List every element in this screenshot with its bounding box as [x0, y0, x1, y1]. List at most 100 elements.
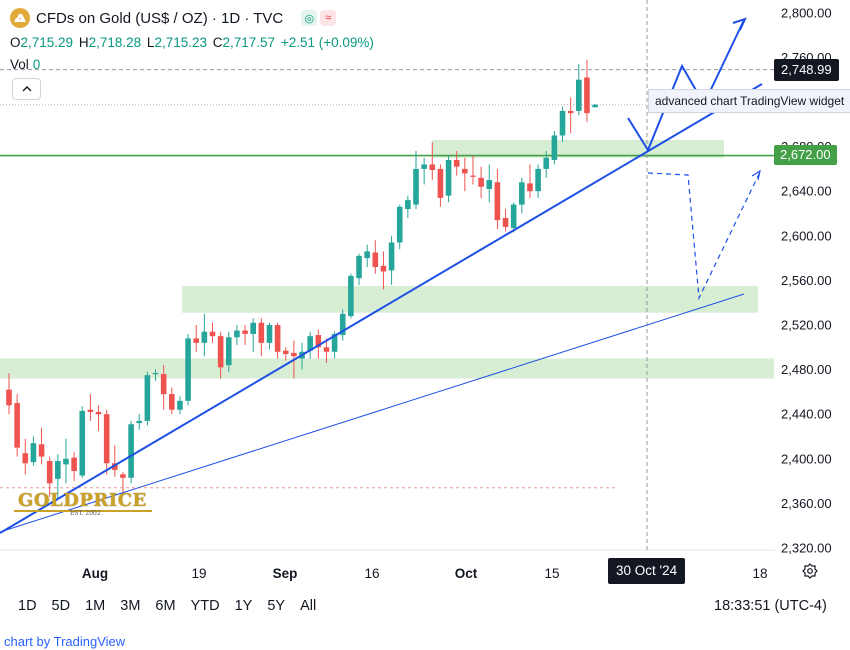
candle-19[interactable]	[160, 365, 167, 410]
range-button-1d[interactable]: 1D	[18, 598, 37, 614]
candle-56[interactable]	[462, 157, 468, 192]
candle-41[interactable]	[339, 309, 346, 341]
candle-67[interactable]	[551, 130, 558, 165]
candle-1[interactable]	[14, 394, 20, 457]
candle-62[interactable]	[510, 202, 517, 233]
range-button-all[interactable]: All	[300, 598, 317, 614]
candle-33[interactable]	[274, 322, 281, 359]
candle-43[interactable]	[356, 253, 362, 285]
candle-59[interactable]	[486, 164, 493, 203]
candle-72[interactable]	[592, 103, 598, 108]
candle-22[interactable]	[185, 333, 191, 406]
candle-39[interactable]	[323, 338, 330, 363]
candle-44[interactable]	[364, 244, 370, 268]
candle-50[interactable]	[413, 151, 419, 210]
candle-57[interactable]	[470, 155, 476, 185]
candle-21[interactable]	[177, 396, 183, 415]
candle-60[interactable]	[494, 168, 501, 230]
symbol-title[interactable]: CFDs on Gold (US$ / OZ) · 1D · TVC	[36, 9, 284, 27]
range-button-5y[interactable]: 5Y	[267, 598, 286, 614]
candle-31[interactable]	[258, 318, 265, 357]
chart-header: CFDs on Gold (US$ / OZ) · 1D · TVC ◎ ≈	[10, 8, 337, 28]
projection-path-up[interactable]	[627, 19, 745, 153]
candle-58[interactable]	[478, 166, 484, 198]
candle-68[interactable]	[559, 106, 566, 143]
range-button-1y[interactable]: 1Y	[234, 598, 253, 614]
candle-34[interactable]	[282, 347, 289, 361]
candle-28[interactable]	[234, 325, 240, 346]
candle-61[interactable]	[502, 209, 509, 232]
candle-body	[535, 168, 541, 192]
candle-body	[543, 157, 550, 169]
candle-18[interactable]	[152, 369, 159, 381]
chevron-up-icon	[22, 86, 31, 92]
candle-11[interactable]	[95, 405, 102, 431]
tradingview-credit-link[interactable]: chart by TradingView	[4, 634, 126, 649]
candle-63[interactable]	[519, 177, 525, 214]
range-button-1m[interactable]: 1M	[85, 598, 106, 614]
candle-4[interactable]	[38, 427, 45, 465]
candle-51[interactable]	[421, 157, 427, 185]
candle-12[interactable]	[103, 409, 110, 475]
candle-2[interactable]	[22, 438, 29, 475]
candle-47[interactable]	[388, 235, 395, 285]
candle-25[interactable]	[209, 322, 216, 343]
candle-53[interactable]	[437, 164, 444, 207]
candle-7[interactable]	[63, 438, 69, 484]
candle-32[interactable]	[266, 322, 273, 350]
level-price-tag: 2,672.00	[774, 145, 837, 165]
gold-bars-icon	[10, 8, 30, 28]
candle-3[interactable]	[30, 436, 37, 466]
candle-26[interactable]	[217, 331, 224, 379]
candle-65[interactable]	[535, 164, 541, 198]
candle-23[interactable]	[193, 325, 200, 352]
candle-15[interactable]	[128, 420, 134, 484]
candle-52[interactable]	[429, 142, 436, 181]
projection-path-down[interactable]	[647, 171, 761, 301]
candle-38[interactable]	[315, 329, 322, 359]
candle-9[interactable]	[79, 406, 86, 478]
candle-16[interactable]	[136, 414, 143, 430]
candle-14[interactable]	[120, 472, 126, 495]
candle-42[interactable]	[348, 273, 354, 319]
candle-71[interactable]	[584, 59, 590, 123]
candle-20[interactable]	[169, 387, 175, 415]
range-button-5d[interactable]: 5D	[51, 598, 71, 614]
collapse-legend-button[interactable]	[12, 78, 41, 100]
range-button-3m[interactable]: 3M	[120, 598, 141, 614]
candle-30[interactable]	[250, 318, 256, 352]
candle-8[interactable]	[71, 452, 77, 482]
candle-66[interactable]	[543, 151, 550, 178]
candle-46[interactable]	[380, 251, 387, 290]
data-delay-icon[interactable]: ≈	[320, 10, 337, 26]
candle-17[interactable]	[144, 371, 151, 426]
candle-10[interactable]	[87, 394, 94, 421]
settings-gear-icon[interactable]	[802, 563, 818, 579]
candle-45[interactable]	[372, 240, 379, 274]
candle-body	[46, 461, 53, 484]
candle-70[interactable]	[576, 64, 582, 116]
candle-24[interactable]	[201, 313, 208, 357]
candle-13[interactable]	[112, 445, 118, 477]
range-button-ytd[interactable]: YTD	[190, 598, 220, 614]
candle-64[interactable]	[527, 164, 533, 198]
candle-body	[152, 372, 159, 375]
candle-69[interactable]	[567, 97, 574, 134]
candle-55[interactable]	[453, 151, 460, 176]
candle-27[interactable]	[225, 331, 232, 372]
candle-0[interactable]	[6, 372, 12, 415]
candle-54[interactable]	[445, 155, 452, 203]
candle-48[interactable]	[396, 204, 403, 250]
candle-37[interactable]	[307, 331, 313, 359]
clock-timezone[interactable]: 18:33:51 (UTC-4)	[714, 598, 827, 614]
goldprice-logo: GOLDPRICE	[18, 490, 147, 511]
candle-6[interactable]	[55, 454, 61, 498]
range-button-6m[interactable]: 6M	[155, 598, 176, 614]
secondary-trendline[interactable]	[0, 293, 745, 533]
main-trendline[interactable]	[0, 83, 763, 534]
candle-29[interactable]	[242, 325, 248, 346]
market-open-icon[interactable]: ◎	[301, 10, 318, 26]
candle-49[interactable]	[405, 195, 411, 218]
candle-5[interactable]	[46, 456, 53, 497]
